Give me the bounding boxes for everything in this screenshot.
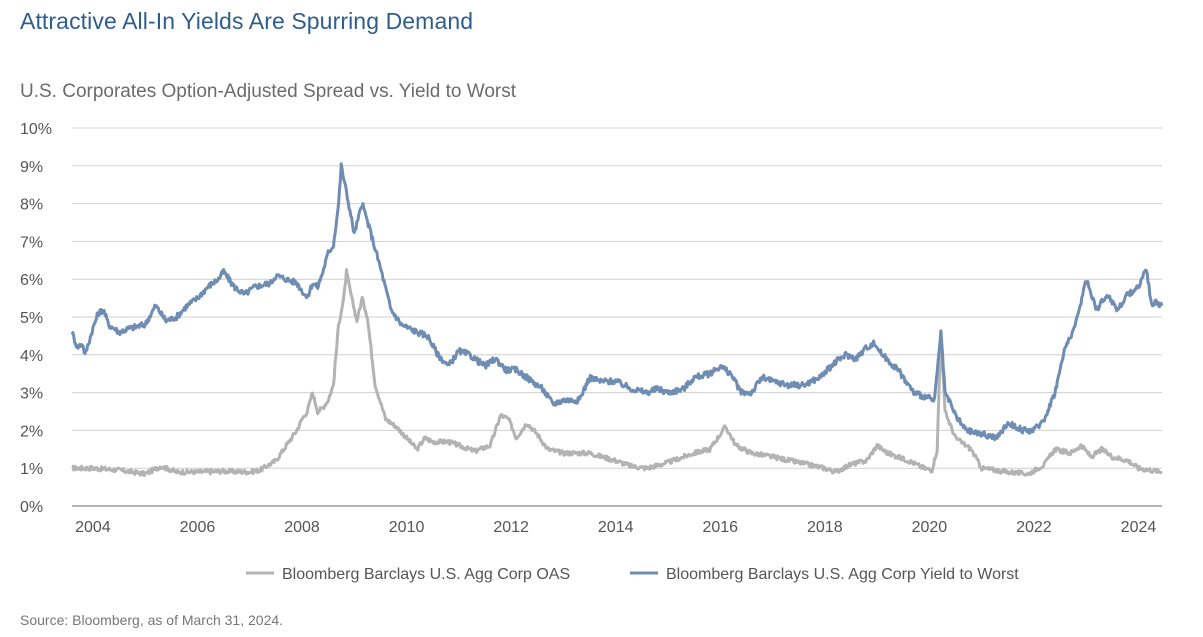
y-tick-label: 3% xyxy=(20,386,43,403)
x-tick-label: 2016 xyxy=(702,519,738,536)
x-tick-label: 2006 xyxy=(180,519,216,536)
y-tick-label: 6% xyxy=(20,272,43,289)
y-tick-label: 1% xyxy=(20,461,43,478)
y-tick-label: 10% xyxy=(20,121,52,138)
x-tick-label: 2008 xyxy=(284,519,320,536)
x-tick-label: 2020 xyxy=(912,519,948,536)
x-tick-label: 2012 xyxy=(493,519,529,536)
x-tick-label: 2010 xyxy=(389,519,425,536)
x-tick-label: 2018 xyxy=(807,519,843,536)
y-tick-label: 9% xyxy=(20,159,43,176)
oas-series-line xyxy=(72,270,1162,476)
y-tick-label: 7% xyxy=(20,234,43,251)
x-tick-label: 2004 xyxy=(75,519,111,536)
y-tick-label: 2% xyxy=(20,423,43,440)
y-tick-label: 0% xyxy=(20,499,43,516)
x-tick-label: 2022 xyxy=(1016,519,1052,536)
line-chart: 0% 1% 2% 3% 4% 5% 6% 7% 8% 9% 10% 2004 2006 2008 2010 2… xyxy=(0,0,1203,637)
y-tick-label: 8% xyxy=(20,197,43,214)
ytw-series-line xyxy=(72,164,1162,440)
x-tick-label: 2024 xyxy=(1121,519,1157,536)
x-tick-label: 2014 xyxy=(598,519,634,536)
legend-ytw-label: Bloomberg Barclays U.S. Agg Corp Yield t… xyxy=(666,566,1019,583)
source-note: Source: Bloomberg, as of March 31, 2024. xyxy=(20,612,283,628)
legend-oas-label: Bloomberg Barclays U.S. Agg Corp OAS xyxy=(282,566,570,583)
y-tick-label: 4% xyxy=(20,348,43,365)
y-tick-label: 5% xyxy=(20,310,43,327)
